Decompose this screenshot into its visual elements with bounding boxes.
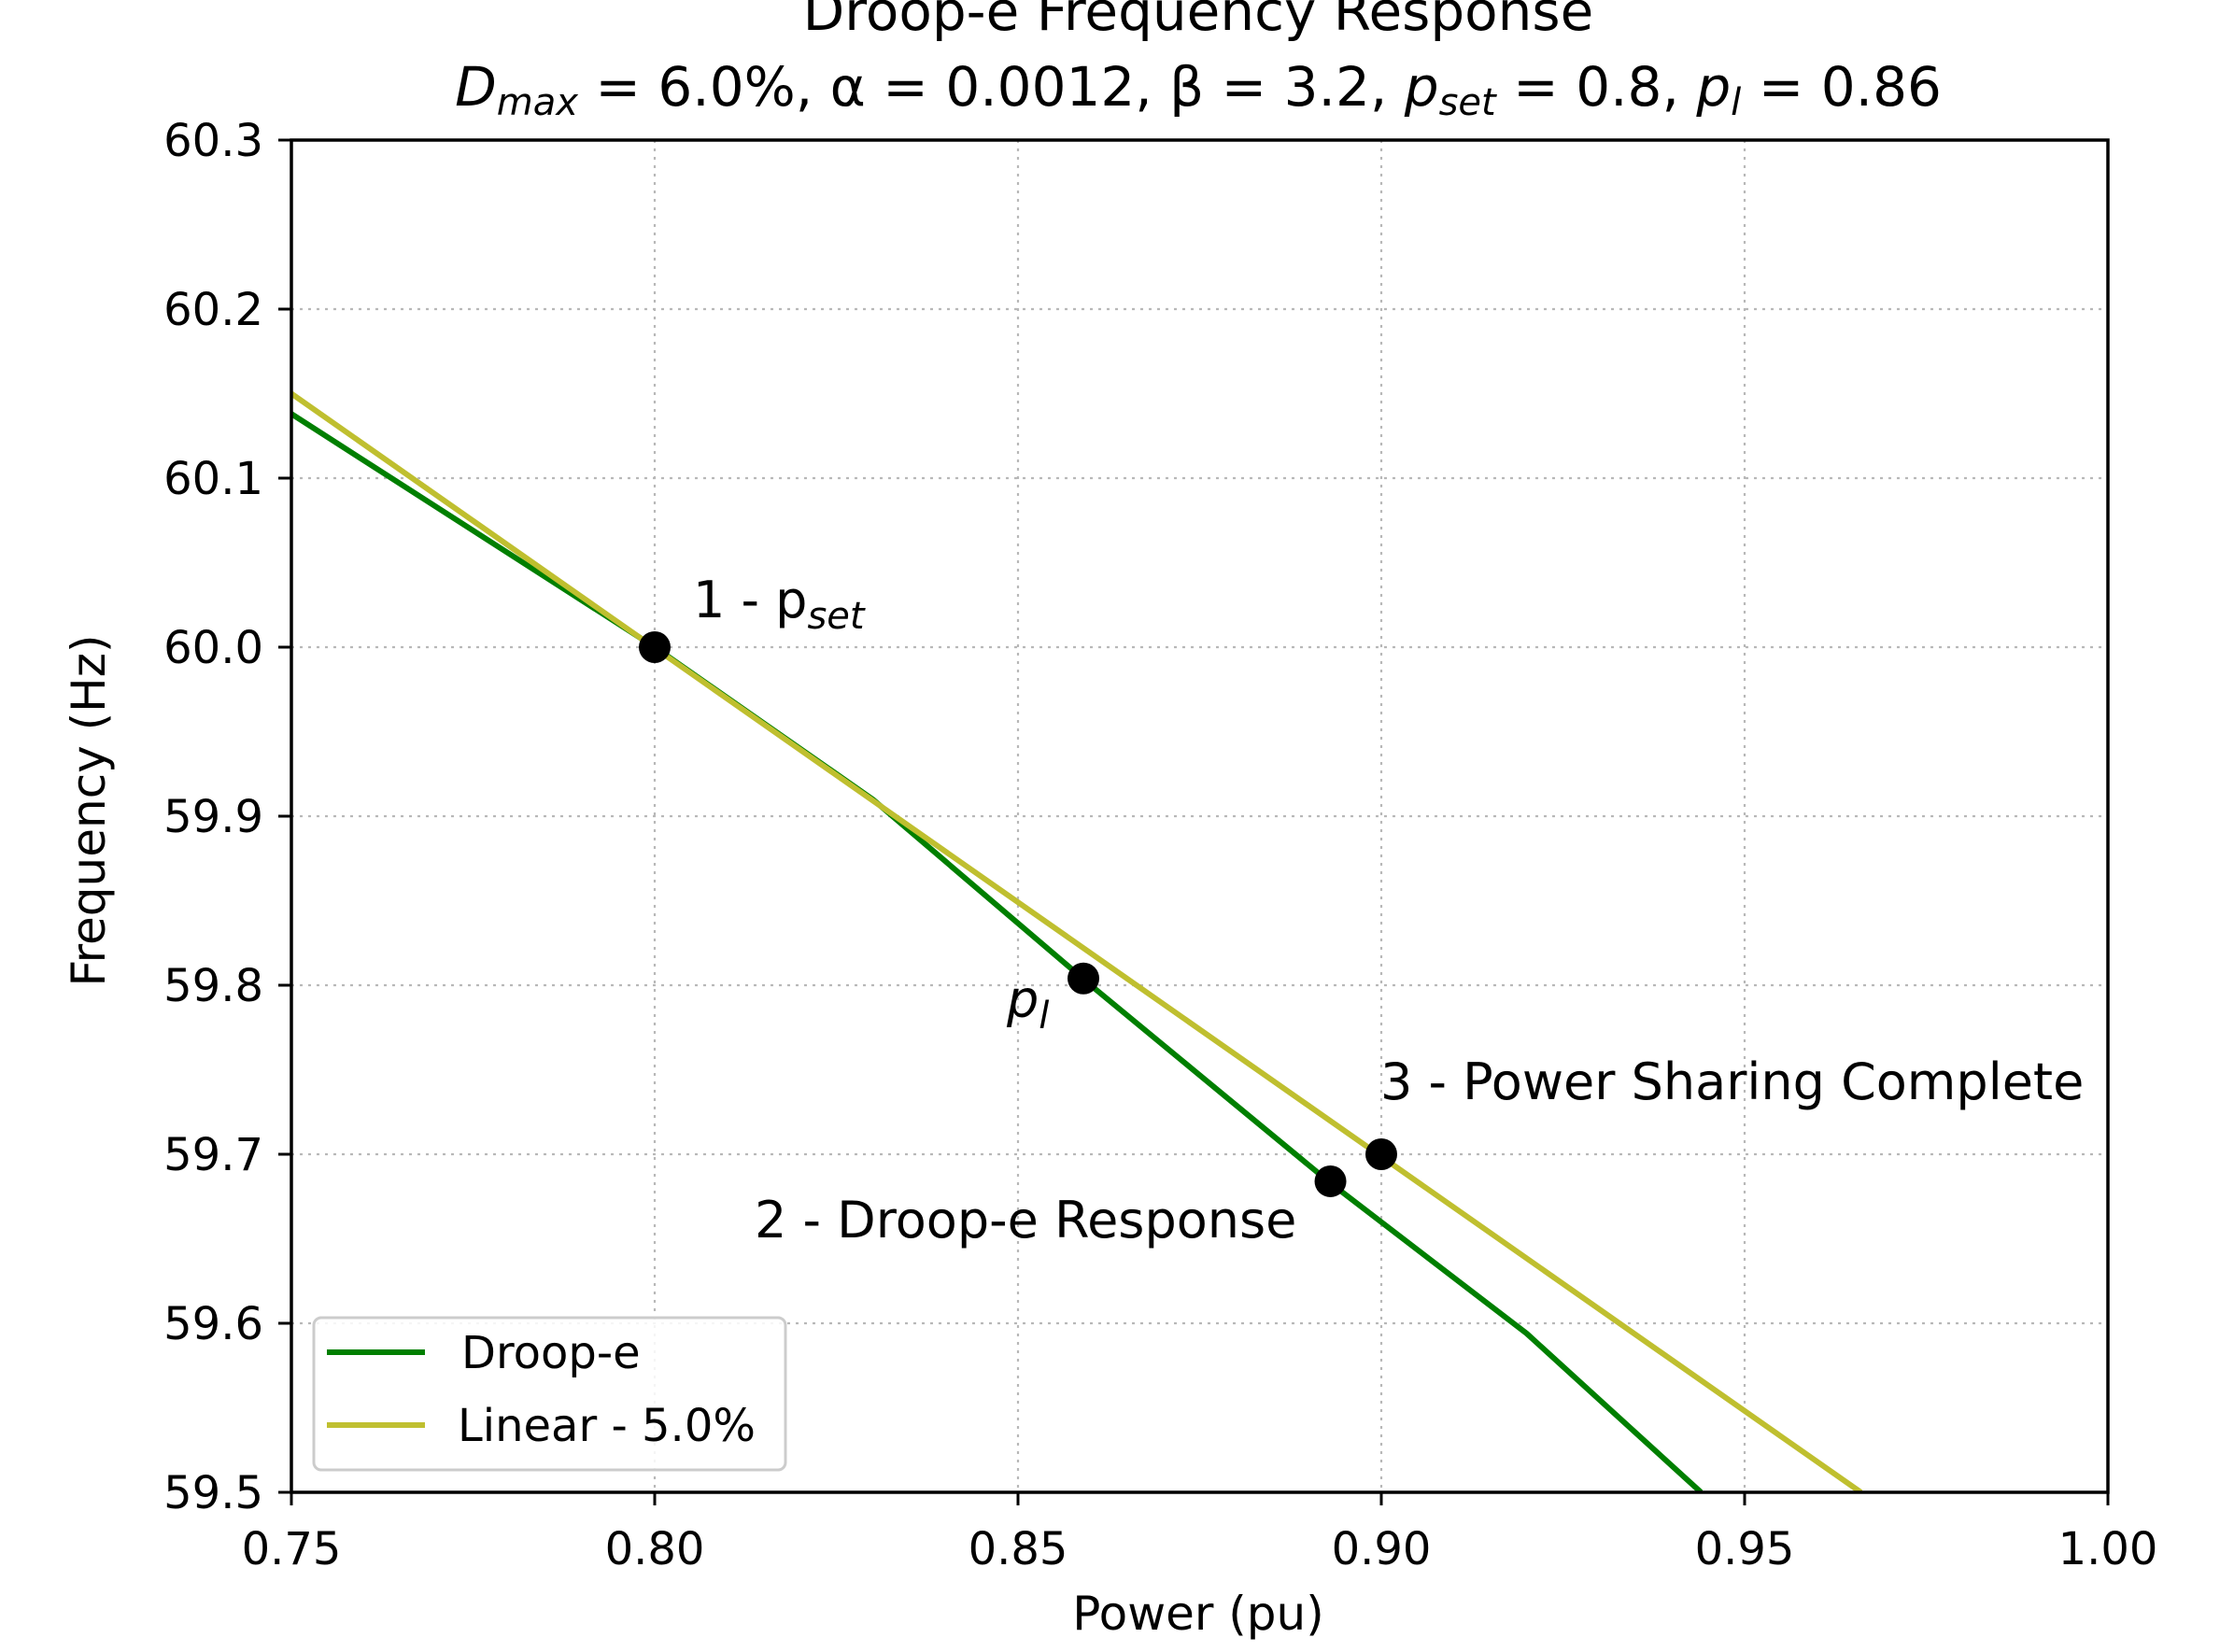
x-tick-label-1: 0.80 bbox=[605, 1523, 705, 1575]
y-axis-label: Frequency (Hz) bbox=[62, 634, 116, 986]
x-tick-label-2: 0.85 bbox=[969, 1523, 1068, 1575]
series-line-linear bbox=[291, 391, 1863, 1492]
y-tick-label-7: 60.2 bbox=[163, 284, 263, 336]
chart-title: Droop-e Frequency Response bbox=[803, 0, 1594, 43]
y-tick-label-0: 59.5 bbox=[163, 1467, 263, 1519]
y-tick-label-8: 60.3 bbox=[163, 115, 263, 167]
subtitle-pset-value: = 0.8, bbox=[1496, 55, 1697, 119]
y-tick-label-4: 59.9 bbox=[163, 791, 263, 843]
marker-point-2 bbox=[1068, 962, 1100, 995]
subtitle-dmax-symbol: D bbox=[455, 55, 497, 119]
subtitle-pl-symbol: p bbox=[1695, 55, 1731, 119]
legend-label-linear: Linear - 5.0% bbox=[458, 1400, 756, 1452]
annotation-pset: 1 - pset bbox=[693, 571, 866, 638]
y-tick-label-6: 60.1 bbox=[163, 453, 263, 505]
marker-point-3 bbox=[1314, 1165, 1347, 1197]
subtitle-pset-sub: set bbox=[1439, 81, 1497, 124]
legend-box bbox=[312, 1316, 787, 1472]
annotation-pset-text: 1 - p bbox=[693, 571, 807, 629]
subtitle-pset-symbol: p bbox=[1404, 55, 1439, 119]
annotation-pl-sub: l bbox=[1039, 995, 1049, 1038]
marker-point-4 bbox=[1365, 1138, 1397, 1170]
x-axis-label: Power (pu) bbox=[1072, 1587, 1324, 1641]
x-tick-label-3: 0.90 bbox=[1332, 1523, 1432, 1575]
subtitle-pl-value: = 0.86 bbox=[1741, 55, 1942, 119]
annotation-power-sharing-complete: 3 - Power Sharing Complete bbox=[1380, 1052, 2084, 1111]
annotation-pl-symbol: p bbox=[1006, 970, 1039, 1029]
marker-point-1 bbox=[639, 631, 671, 663]
y-tick-label-5: 60.0 bbox=[163, 622, 263, 674]
legend: Droop-e Linear - 5.0% bbox=[312, 1316, 787, 1472]
y-tick-label-2: 59.7 bbox=[163, 1129, 263, 1181]
subtitle-alpha: α = 0.0012, bbox=[830, 55, 1170, 119]
annotation-droop-e-response: 2 - Droop-e Response bbox=[755, 1191, 1296, 1250]
ticks-layer: 0.75 0.80 0.85 0.90 0.95 1.00 59.5 59.6 59.7 59.8… bbox=[163, 115, 2157, 1575]
subtitle-dmax-value: = 6.0%, bbox=[578, 55, 830, 119]
y-tick-label-3: 59.8 bbox=[163, 960, 263, 1012]
x-tick-label-4: 0.95 bbox=[1695, 1523, 1795, 1575]
points-layer bbox=[639, 631, 1397, 1197]
subtitle-dmax-sub: max bbox=[497, 81, 578, 124]
x-tick-label-0: 0.75 bbox=[242, 1523, 342, 1575]
legend-label-droop-e: Droop-e bbox=[461, 1327, 641, 1379]
y-tick-label-1: 59.6 bbox=[163, 1298, 263, 1350]
annotation-pset-sub: set bbox=[807, 595, 865, 638]
chart-subtitle: Dmax = 6.0%, α = 0.0012, β = 3.2, pset =… bbox=[455, 55, 1942, 124]
annotation-pl: pl bbox=[1006, 970, 1049, 1038]
x-tick-label-5: 1.00 bbox=[2058, 1523, 2158, 1575]
subtitle-pl-sub: l bbox=[1731, 81, 1741, 124]
subtitle-beta: β = 3.2, bbox=[1169, 55, 1405, 119]
